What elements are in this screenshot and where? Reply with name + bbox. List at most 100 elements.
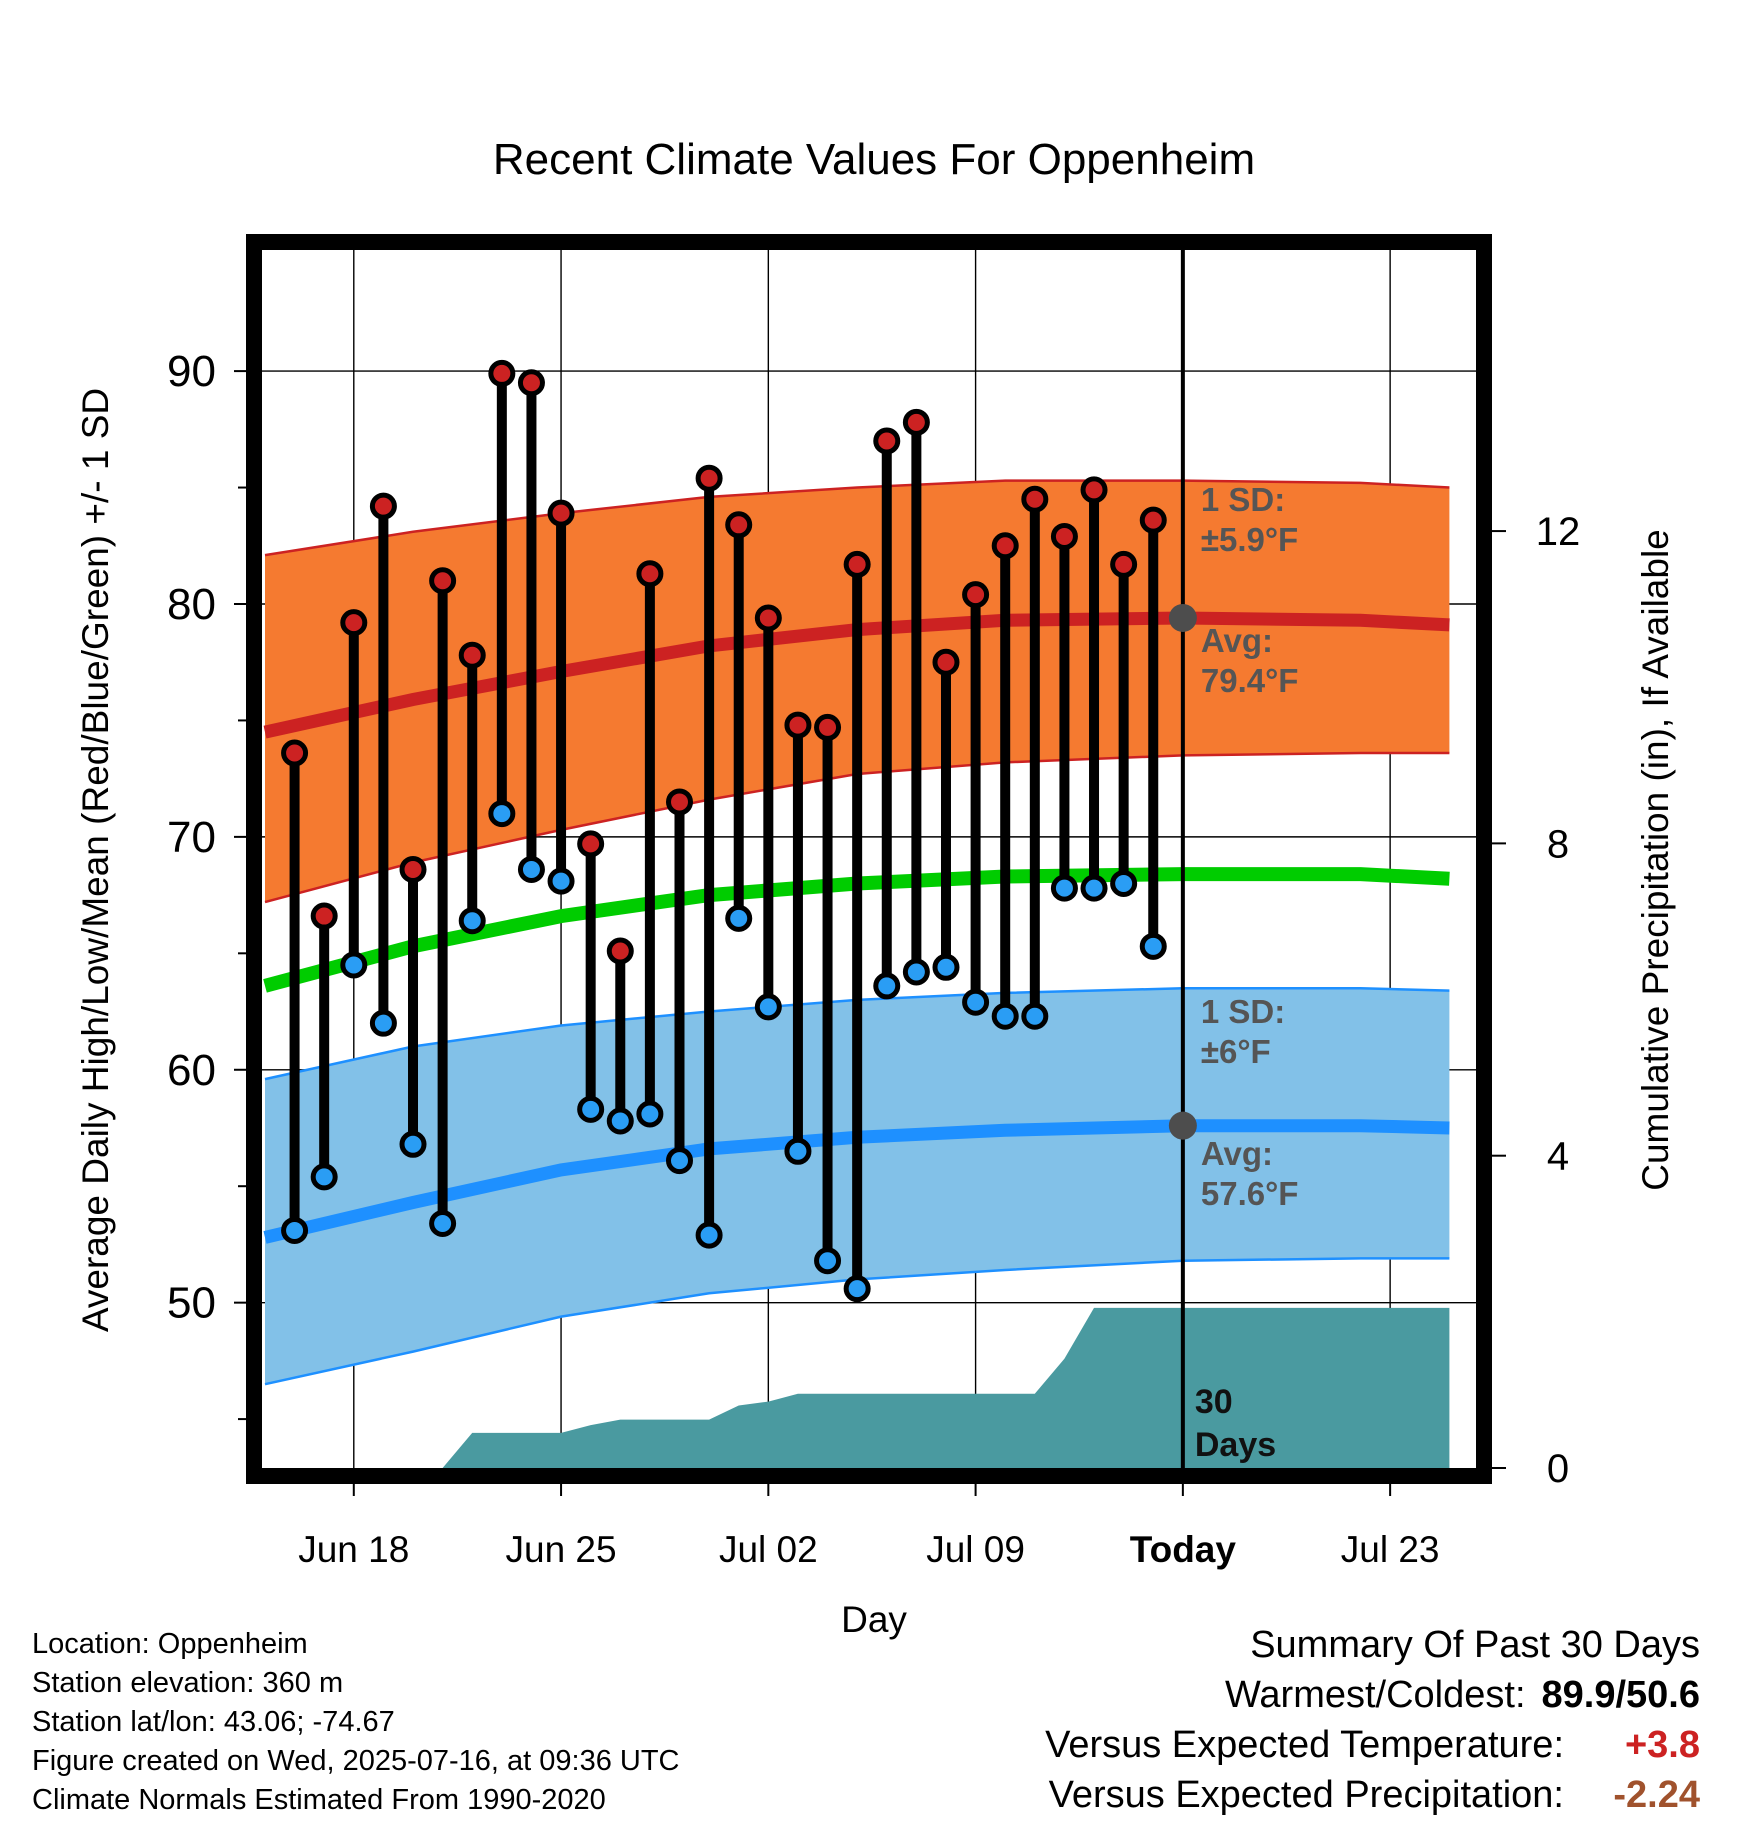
observed-high-point xyxy=(369,492,397,520)
observed-low-point xyxy=(1139,932,1167,960)
observed-high-point xyxy=(310,902,338,930)
info-created: Figure created on Wed, 2025-07-16, at 09… xyxy=(32,1745,680,1777)
observed-low-point xyxy=(429,1209,457,1237)
observed-high-point xyxy=(1139,506,1167,534)
observed-high-point xyxy=(991,532,1019,560)
observed-low-point xyxy=(606,1107,634,1135)
summary-row-temperature: Versus Expected Temperature: +3.8 xyxy=(800,1720,1700,1770)
observed-high-point xyxy=(458,641,486,669)
summary-value: +3.8 xyxy=(1624,1724,1700,1766)
y-tick-label: 60 xyxy=(167,1046,216,1095)
observed-high-point xyxy=(695,464,723,492)
observed-high-point xyxy=(1080,476,1108,504)
y-axis-label: Average Daily High/Low/Mean (Red/Blue/Gr… xyxy=(75,388,116,1332)
observed-low-point xyxy=(1021,1002,1049,1030)
plot-area: 1 SD: ±5.9°F Avg: 79.4°F 1 SD: ±6°F Avg: 57.6°F… xyxy=(262,250,1476,1468)
plot-content: 1 SD: ±5.9°F Avg: 79.4°F 1 SD: ±6°F Avg: 57.6°F… xyxy=(262,250,1476,1468)
x-tick-label: Jun 18 xyxy=(298,1529,409,1570)
observed-low-point xyxy=(636,1100,664,1128)
observed-low-point xyxy=(458,907,486,935)
observed-high-point xyxy=(1021,485,1049,513)
station-info: Location: Oppenheim Station elevation: 3… xyxy=(32,1625,912,1820)
observed-low-point xyxy=(695,1221,723,1249)
y2-axis-label: Cumulative Precipitation (in), If Availa… xyxy=(1635,529,1676,1191)
observed-low-point xyxy=(369,1009,397,1037)
observed-low-point xyxy=(577,1095,605,1123)
low-sd-label: 1 SD: ±6°F xyxy=(1201,993,1285,1070)
summary-value: 89.9/50.6 xyxy=(1541,1674,1700,1716)
observed-low-point xyxy=(310,1163,338,1191)
observed-high-point xyxy=(1050,522,1078,550)
y2-tick-label: 12 xyxy=(1536,510,1581,554)
info-location: Location: Oppenheim xyxy=(32,1628,308,1660)
observed-high-point xyxy=(784,711,812,739)
high-avg-label: Avg: 79.4°F xyxy=(1201,622,1299,699)
observed-low-point xyxy=(399,1130,427,1158)
observed-low-point xyxy=(488,800,516,828)
observed-low-point xyxy=(932,953,960,981)
observed-high-point xyxy=(577,830,605,858)
summary-row-extremes: Warmest/Coldest: 89.9/50.6 xyxy=(800,1670,1700,1720)
observed-high-point xyxy=(962,581,990,609)
x-tick-label: Jul 23 xyxy=(1341,1529,1440,1570)
y2-tick-label: 0 xyxy=(1547,1447,1569,1491)
x-tick-label: Jun 25 xyxy=(506,1529,617,1570)
observed-low-point xyxy=(814,1247,842,1275)
observed-high-point xyxy=(340,609,368,637)
y-tick-label: 90 xyxy=(167,347,216,396)
observed-low-point xyxy=(991,1002,1019,1030)
high-sd-upper-line xyxy=(264,479,1450,557)
summary-label: Warmest/Coldest: xyxy=(1224,1674,1526,1716)
observed-low-point xyxy=(340,951,368,979)
summary-label: Versus Expected Precipitation: xyxy=(1048,1774,1564,1816)
observed-high-point xyxy=(636,560,664,588)
observed-low-point xyxy=(281,1216,309,1244)
today-high-avg-marker xyxy=(1168,603,1197,632)
summary-panel: Summary Of Past 30 Days Warmest/Coldest:… xyxy=(800,1620,1700,1820)
y-tick-label: 70 xyxy=(167,813,216,862)
observed-high-point xyxy=(399,855,427,883)
info-normals: Climate Normals Estimated From 1990-2020 xyxy=(32,1784,606,1816)
chart-title: Recent Climate Values For Oppenheim xyxy=(493,135,1255,184)
observed-low-point xyxy=(665,1147,693,1175)
summary-row-precipitation: Versus Expected Precipitation: -2.24 xyxy=(800,1770,1700,1820)
observed-low-point xyxy=(1050,874,1078,902)
observed-low-point xyxy=(1080,874,1108,902)
observed-low-point xyxy=(873,972,901,1000)
summary-label: Versus Expected Temperature: xyxy=(1045,1724,1564,1766)
observed-low-point xyxy=(784,1137,812,1165)
observed-high-point xyxy=(873,427,901,455)
observed-low-point xyxy=(1110,869,1138,897)
precip-area xyxy=(265,1307,1450,1468)
observed-high-point xyxy=(725,511,753,539)
axes: 50 60 70 80 90 0 4 8 12 Jun 18 Jun 25 Jul 02 Jul 09 T… xyxy=(167,234,1581,1570)
observed-low-point xyxy=(902,958,930,986)
observed-high-point xyxy=(547,499,575,527)
observed-high-point xyxy=(932,648,960,676)
x-tick-label: Jul 02 xyxy=(719,1529,818,1570)
observed-high-point xyxy=(814,713,842,741)
high-sd-label: 1 SD: ±5.9°F xyxy=(1201,481,1298,558)
observed-low-point xyxy=(843,1275,871,1303)
observed-high-point xyxy=(606,937,634,965)
y2-tick-label: 8 xyxy=(1547,822,1569,866)
x-tick-label: Today xyxy=(1130,1529,1237,1570)
observed-high-point xyxy=(517,369,545,397)
summary-value: -2.24 xyxy=(1613,1774,1700,1816)
info-elevation: Station elevation: 360 m xyxy=(32,1667,344,1699)
observed-high-point xyxy=(665,788,693,816)
observed-high-point xyxy=(902,408,930,436)
observed-low-point xyxy=(962,988,990,1016)
observed-low-point xyxy=(547,867,575,895)
today-low-avg-marker xyxy=(1168,1111,1197,1140)
summary-title: Summary Of Past 30 Days xyxy=(1250,1624,1700,1666)
observed-low-point xyxy=(725,904,753,932)
observed-low-point xyxy=(754,993,782,1021)
observed-high-point xyxy=(281,739,309,767)
y-tick-label: 50 xyxy=(167,1279,216,1328)
low-avg-label: Avg: 57.6°F xyxy=(1201,1135,1299,1212)
x-axis-label: Day xyxy=(841,1599,907,1640)
observed-high-point xyxy=(754,604,782,632)
observed-high-point xyxy=(488,359,516,387)
